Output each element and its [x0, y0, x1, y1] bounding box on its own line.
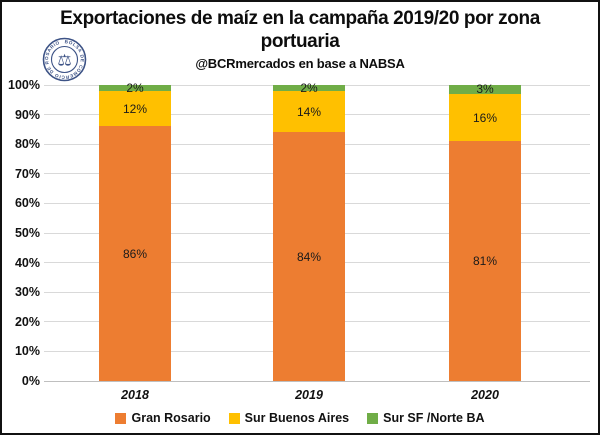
y-tick-label: 100% [8, 78, 40, 92]
bar-segment: 3% [449, 82, 521, 97]
y-tick-label: 70% [14, 166, 40, 181]
bar-segment: 2% [99, 81, 171, 95]
legend-item: Sur SF /Norte BA [367, 411, 485, 425]
bar-value-label: 12% [122, 101, 148, 116]
bar-segment: 16% [449, 93, 521, 142]
chart-title: Exportaciones de maíz en la campaña 2019… [60, 8, 540, 52]
legend-swatch-icon [228, 412, 240, 424]
legend-swatch-icon [367, 412, 379, 424]
bar-value-label: 86% [122, 246, 148, 261]
bar-value-label: 84% [296, 249, 322, 264]
bcr-seal-logo: BOLSA DE COMERCIO DE ROSARIO ⚖ [42, 37, 87, 82]
bar-segment: 81% [449, 141, 521, 381]
x-tick-label: 2019 [295, 388, 323, 402]
y-tick-label: 50% [14, 226, 40, 240]
y-tick-label: 90% [14, 107, 40, 122]
legend-item: Gran Rosario [115, 411, 211, 425]
bar-segment: 86% [99, 126, 171, 381]
bar-value-label: 14% [296, 104, 322, 119]
bar-segment: 12% [99, 90, 171, 127]
bar-2019: 84% 14% 2% [273, 81, 345, 381]
chart-subtitle: @BCRmercados en base a NABSA [195, 56, 405, 71]
legend-item: Sur Buenos Aires [228, 411, 350, 425]
bar-2018: 86% 12% 2% [99, 81, 171, 381]
y-tick-label: 40% [14, 255, 40, 270]
y-tick-label: 30% [14, 285, 40, 300]
chart-header: Exportaciones de maíz en la campaña 2019… [2, 7, 598, 71]
bar-2020: 81% 16% 3% [449, 82, 521, 381]
x-axis: 2018 2019 2020 [2, 388, 598, 404]
x-tick-label: 2018 [121, 388, 149, 402]
bar-value-label: 2% [126, 80, 144, 95]
bar-segment: 2% [273, 81, 345, 95]
scales-caduceus-icon: ⚖ [57, 53, 71, 70]
gridline-0 [44, 380, 590, 382]
legend-label: Gran Rosario [131, 411, 211, 425]
x-tick-label: 2020 [471, 388, 499, 402]
y-tick-label: 10% [14, 344, 40, 359]
gridline-100 [44, 84, 590, 86]
bar-value-label: 16% [472, 110, 498, 125]
bar-value-label: 2% [300, 80, 318, 95]
legend: Gran Rosario Sur Buenos Aires Sur SF /Nort… [2, 409, 598, 427]
y-tick-label: 20% [14, 314, 40, 329]
plot-area: 86% 12% 2% 84% 14% 2% 81% 16% 3% [44, 81, 590, 382]
bar-segment: 84% [273, 132, 345, 381]
legend-label: Sur SF /Norte BA [383, 411, 485, 425]
legend-swatch-icon [115, 412, 127, 424]
y-tick-label: 60% [14, 196, 40, 211]
bar-value-label: 81% [472, 254, 498, 269]
bar-segment: 14% [273, 90, 345, 133]
y-tick-label: 80% [14, 137, 40, 152]
y-tick-label: 0% [21, 374, 40, 388]
legend-label: Sur Buenos Aires [244, 411, 350, 425]
bar-value-label: 3% [476, 82, 494, 97]
